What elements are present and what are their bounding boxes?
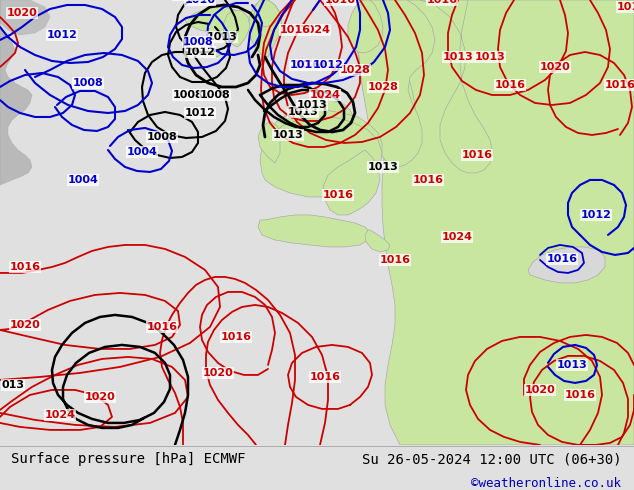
Text: 1013: 1013 (475, 52, 505, 62)
Text: 1016: 1016 (462, 150, 493, 160)
Polygon shape (266, 110, 382, 180)
Polygon shape (323, 150, 380, 215)
Text: 1012: 1012 (46, 30, 77, 40)
Text: 013: 013 (1, 380, 25, 390)
Text: 1013: 1013 (297, 100, 327, 110)
Text: 1013: 1013 (207, 32, 237, 42)
Polygon shape (356, 0, 415, 147)
Polygon shape (213, 50, 221, 57)
Text: 1008: 1008 (146, 132, 178, 142)
Text: 1020: 1020 (10, 320, 41, 330)
Text: 1008: 1008 (183, 37, 214, 47)
Text: 1008: 1008 (200, 90, 230, 100)
Polygon shape (223, 10, 250, 47)
Polygon shape (348, 0, 383, 53)
Text: 1016: 1016 (564, 390, 595, 400)
Text: 1016: 1016 (547, 254, 578, 264)
Text: 1012: 1012 (184, 47, 216, 57)
Text: 1024: 1024 (309, 90, 340, 100)
Text: ©weatheronline.co.uk: ©weatheronline.co.uk (471, 477, 621, 490)
Polygon shape (0, 0, 50, 35)
Text: 1012: 1012 (313, 60, 344, 70)
Text: 1016: 1016 (184, 0, 216, 5)
Text: 1013: 1013 (557, 360, 587, 370)
Polygon shape (258, 215, 370, 247)
Text: 1016: 1016 (323, 190, 354, 200)
Text: 1013: 1013 (443, 52, 474, 62)
Text: 1020: 1020 (540, 62, 571, 72)
Text: 1020: 1020 (524, 385, 555, 395)
Polygon shape (528, 247, 605, 283)
Text: 1020: 1020 (6, 8, 37, 18)
Text: 1016: 1016 (413, 175, 444, 185)
Polygon shape (258, 121, 280, 163)
Polygon shape (248, 0, 282, 57)
Polygon shape (0, 0, 32, 185)
Text: 1024: 1024 (299, 25, 330, 35)
Text: 1024: 1024 (441, 232, 472, 242)
Text: 1016: 1016 (325, 0, 356, 5)
Text: 1020: 1020 (203, 368, 233, 378)
Text: 1004: 1004 (68, 175, 98, 185)
Text: 1016: 1016 (290, 60, 321, 70)
Text: Su 26-05-2024 12:00 UTC (06+30): Su 26-05-2024 12:00 UTC (06+30) (361, 452, 621, 466)
Polygon shape (185, 7, 245, 33)
Text: 1016: 1016 (309, 372, 340, 382)
Text: 1016: 1016 (380, 255, 410, 265)
Text: 1008: 1008 (172, 90, 204, 100)
Polygon shape (358, 0, 435, 167)
Text: 1016: 1016 (280, 25, 311, 35)
Text: Surface pressure [hPa] ECMWF: Surface pressure [hPa] ECMWF (11, 452, 246, 466)
Text: 1016: 1016 (146, 322, 178, 332)
Polygon shape (260, 117, 382, 197)
Polygon shape (275, 100, 358, 180)
Text: 1020: 1020 (295, 60, 325, 70)
Text: 1028: 1028 (368, 82, 398, 92)
Text: 1008: 1008 (73, 78, 103, 88)
Text: 101: 101 (616, 2, 634, 12)
Polygon shape (365, 230, 390, 252)
Text: 1016: 1016 (604, 80, 634, 90)
Text: 1020: 1020 (84, 392, 115, 402)
Text: 1013: 1013 (288, 107, 318, 117)
Text: 1013: 1013 (368, 162, 398, 172)
Text: 1016: 1016 (221, 332, 252, 342)
Polygon shape (254, 0, 280, 27)
Text: 1024: 1024 (44, 410, 75, 420)
Text: 1012: 1012 (184, 108, 216, 118)
Polygon shape (382, 0, 634, 445)
Text: 1016: 1016 (427, 0, 458, 5)
Text: 1028: 1028 (340, 65, 370, 75)
Text: 1004: 1004 (127, 147, 157, 157)
Text: 1016: 1016 (495, 80, 526, 90)
Polygon shape (420, 0, 493, 173)
Text: 1012: 1012 (581, 210, 611, 220)
Text: 1013: 1013 (273, 130, 304, 140)
Text: 1016: 1016 (10, 262, 41, 272)
